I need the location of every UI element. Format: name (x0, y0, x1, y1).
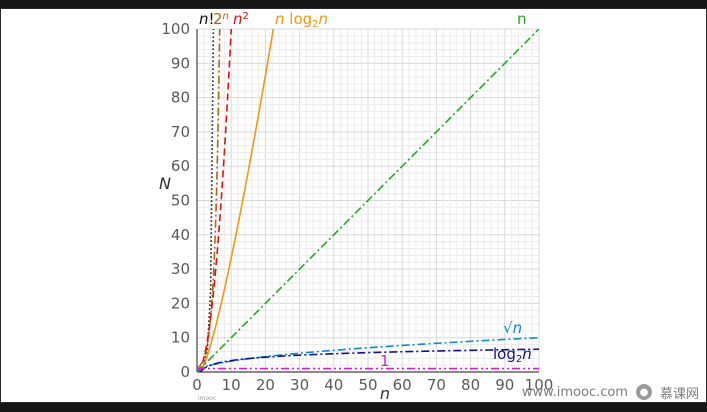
label-constant-1: 1 (380, 352, 390, 370)
x-tick-label: 10 (222, 376, 241, 394)
imooc-logo-icon: ● (635, 384, 652, 400)
x-tick-label: 30 (290, 376, 309, 394)
complexity-chart: 0 10 20 30 40 50 60 70 80 90 100 0 10 20 30 40 50 60 70 80 9… (159, 10, 553, 402)
y-tick-label: 80 (171, 89, 190, 107)
y-tick-label: 70 (171, 123, 190, 141)
series-sqrt-line (197, 336, 539, 372)
y-tick-label: 40 (171, 226, 190, 244)
y-tick-label: 20 (171, 294, 190, 312)
chart-frame: 0 10 20 30 40 50 60 70 80 90 100 0 10 20 30 40 50 60 70 80 9… (0, 8, 707, 403)
site-watermark: www.imooc.com ● 慕课网 (522, 381, 699, 403)
label-log2-n: log2n (493, 345, 532, 365)
x-axis-label: n (380, 384, 390, 402)
series-linear-line (197, 29, 539, 372)
label-n-factorial: n! (199, 10, 215, 28)
y-tick-label: 100 (161, 20, 190, 38)
y-tick-label: 10 (171, 329, 190, 347)
x-tick-label: 20 (256, 376, 275, 394)
x-tick-label: 50 (358, 376, 377, 394)
series-square-line (197, 29, 233, 372)
x-tick-label: 80 (461, 376, 480, 394)
label-n-linear: n (517, 10, 527, 28)
x-tick-label: 90 (495, 376, 514, 394)
y-axis-label: N (159, 174, 171, 193)
series-exp2-line (197, 29, 221, 370)
x-tick-label: 40 (324, 376, 343, 394)
watermark-url: www.imooc.com (521, 384, 628, 400)
label-n-log2-n: n log2n (275, 10, 328, 30)
y-tick-label: 0 (180, 363, 190, 381)
axes (196, 29, 539, 373)
label-2-pow-n: 2n (213, 10, 229, 28)
label-sqrt-n: √n (503, 319, 522, 337)
y-tick-label: 50 (171, 192, 190, 210)
tiny-watermark: imooc (198, 395, 217, 402)
x-tick-label: 60 (393, 376, 412, 394)
series-factorial-line (197, 29, 215, 370)
series-layer (197, 29, 539, 372)
series-nlogn-line (199, 29, 275, 372)
label-n-squared: n2 (233, 10, 249, 28)
x-tick-label: 100 (525, 376, 554, 394)
y-tick-label: 60 (171, 157, 190, 175)
x-tick-label: 0 (192, 376, 202, 394)
y-tick-label: 30 (171, 260, 190, 278)
series-log2-line (199, 348, 539, 372)
y-tick-label: 90 (171, 54, 190, 72)
tick-labels: 0 10 20 30 40 50 60 70 80 90 100 0 10 20 30 40 50 60 70 80 9… (161, 20, 553, 394)
x-tick-label: 70 (427, 376, 446, 394)
watermark-brand: 慕课网 (659, 386, 699, 402)
